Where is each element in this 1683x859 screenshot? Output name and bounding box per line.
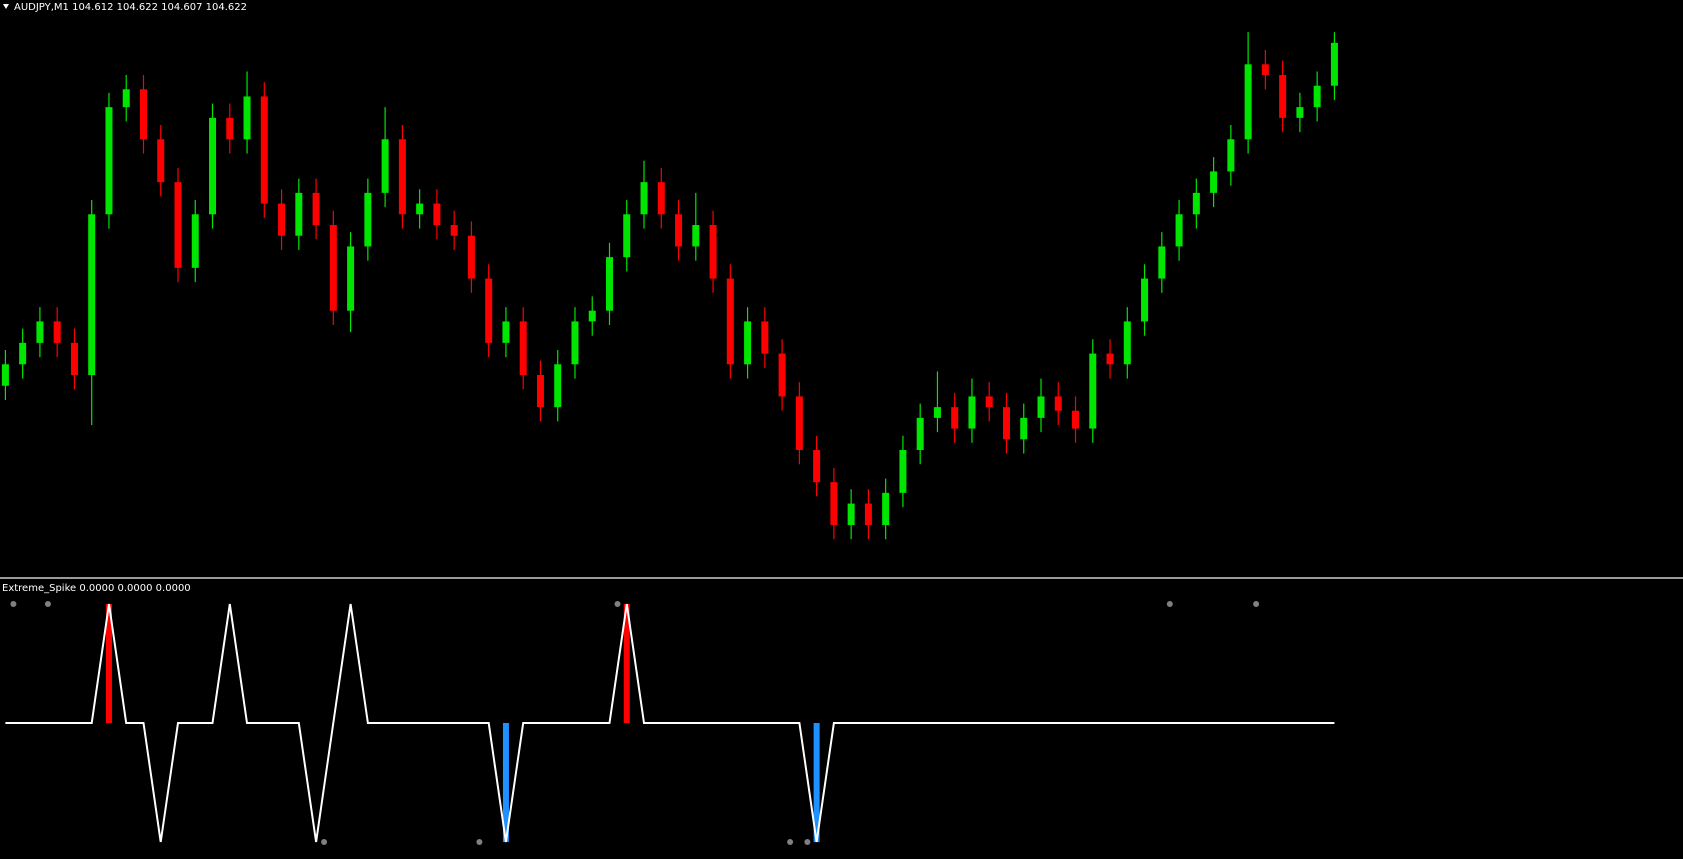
candle-body (364, 192, 372, 247)
candle-body (1279, 75, 1287, 118)
candle-body (157, 139, 165, 183)
candle-body (726, 278, 734, 365)
candle-body (1141, 278, 1149, 322)
candle-body (347, 246, 355, 311)
candle-body (657, 182, 665, 215)
candle-body (968, 396, 976, 429)
indicator-header: Extreme_Spike 0.0000 0.0000 0.0000 (2, 583, 191, 594)
candle-body (899, 450, 907, 493)
candle-body (226, 117, 234, 140)
candle-body (813, 450, 821, 483)
candle-body (864, 503, 872, 525)
candle-body (847, 503, 855, 525)
candle-body (243, 96, 251, 140)
candle-body (209, 117, 217, 215)
candle-body (571, 321, 579, 365)
candle-body (467, 235, 475, 279)
signal-dot (804, 839, 811, 845)
candle-body (985, 396, 993, 408)
signal-dot (10, 601, 17, 607)
candle-body (502, 321, 510, 343)
candle-body (191, 214, 199, 268)
candle-body (519, 321, 527, 375)
candle-body (536, 375, 544, 408)
candle-body (312, 192, 320, 225)
candle-body (623, 214, 631, 258)
candle-body (416, 203, 424, 215)
candle-body (1210, 171, 1218, 193)
signal-dot (787, 839, 794, 845)
candle-body (1330, 42, 1338, 86)
spike-line (5, 603, 1335, 843)
signal-dot (1253, 601, 1260, 607)
signal-dot (476, 839, 483, 845)
candle-body (1261, 64, 1269, 75)
candle-body (709, 225, 717, 279)
candle-body (70, 342, 78, 375)
candle-body (554, 364, 562, 408)
candle-body (830, 482, 838, 525)
candle-body (1296, 107, 1304, 118)
signal-dot (321, 839, 328, 845)
candle-body (1123, 321, 1131, 365)
candle-body (1037, 396, 1045, 418)
candle-body (588, 310, 596, 322)
symbol-header: AUDJPY,M1 104.612 104.622 104.607 104.62… (14, 2, 247, 13)
candle-body (1244, 64, 1252, 140)
spike-bar (813, 723, 820, 842)
candle-body (1192, 192, 1200, 215)
candle-body (433, 203, 441, 225)
signal-dot (614, 601, 621, 607)
candle-body (933, 407, 941, 418)
candle-body (882, 492, 890, 525)
signal-dot (1166, 601, 1173, 607)
candle-body (260, 96, 268, 204)
candle-body (1158, 246, 1166, 279)
candle-body (398, 139, 406, 215)
candle-body (1175, 214, 1183, 247)
candle-body (1054, 396, 1062, 411)
candle-body (278, 203, 286, 236)
spike-bar (623, 604, 630, 723)
candle-body (295, 192, 303, 236)
candle-body (381, 139, 389, 193)
candle-body (1, 364, 9, 386)
spike-bar (502, 723, 509, 842)
candle-body (1106, 353, 1114, 365)
candle-body (329, 225, 337, 311)
candle-body (122, 89, 130, 108)
candle-body (450, 225, 458, 236)
menu-arrow[interactable] (3, 4, 9, 9)
candle-body (1089, 353, 1097, 429)
candle-body (88, 214, 96, 375)
candle-body (795, 396, 803, 450)
candle-body (174, 182, 182, 268)
candle-body (606, 257, 613, 311)
candle-body (916, 417, 924, 450)
candle-body (1227, 139, 1235, 172)
candle-body (640, 182, 648, 215)
candle-body (1020, 417, 1028, 440)
candle-body (36, 321, 44, 343)
candle-body (675, 214, 683, 247)
candle-body (1313, 85, 1321, 108)
candle-body (951, 407, 959, 429)
candle-body (744, 321, 752, 365)
candle-body (778, 353, 786, 397)
candle-body (19, 342, 27, 365)
signal-dot (44, 601, 51, 607)
candle-body (53, 321, 61, 343)
spike-bar (105, 604, 112, 723)
candle-body (139, 89, 147, 140)
candle-body (485, 278, 493, 343)
candle-body (692, 225, 700, 247)
candle-body (1002, 407, 1010, 440)
candle-body (105, 107, 113, 215)
candle-body (1072, 410, 1080, 429)
candle-body (761, 321, 769, 354)
